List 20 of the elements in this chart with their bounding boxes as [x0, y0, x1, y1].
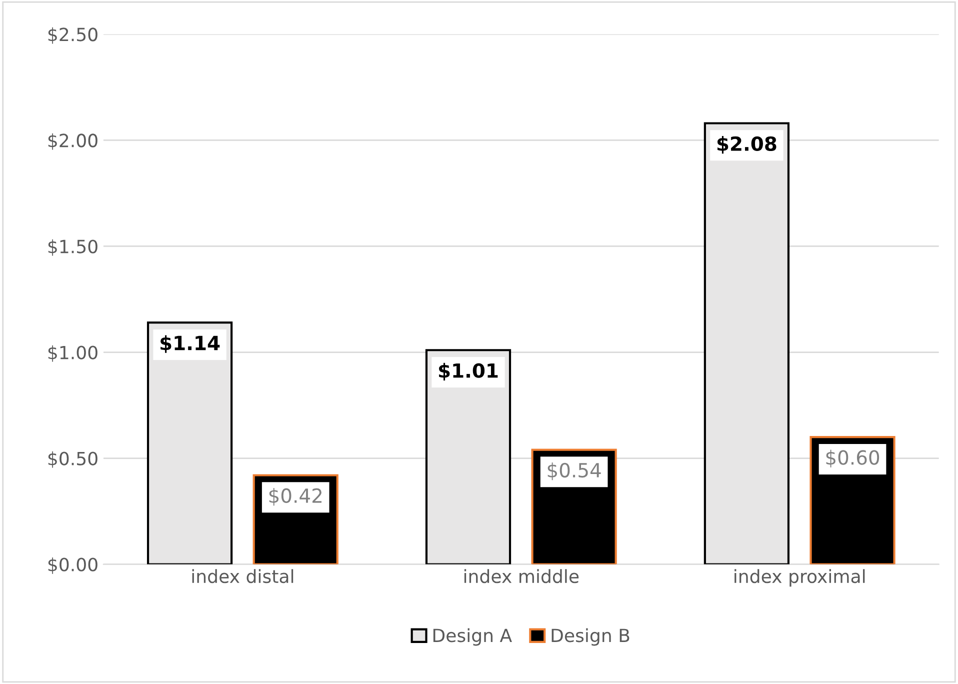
y-tick-label: $0.00 — [48, 557, 98, 574]
data-label: $0.54 — [548, 462, 601, 480]
bar — [146, 322, 233, 564]
y-tick-label: $1.00 — [48, 345, 98, 362]
data-label: $1.14 — [160, 335, 220, 353]
y-tick-label: $1.50 — [48, 239, 98, 256]
bar — [704, 122, 790, 564]
x-tick-label: index distal — [192, 569, 294, 584]
data-label: $0.42 — [269, 488, 322, 506]
data-label: $1.01 — [439, 362, 498, 380]
legend-label: Design B — [552, 628, 630, 646]
data-label: $0.60 — [826, 450, 880, 468]
y-tick-label: $0.50 — [48, 451, 98, 468]
legend-label: Design A — [433, 628, 512, 646]
bar — [425, 349, 512, 564]
data-label: $2.08 — [717, 136, 776, 154]
y-tick-label: $2.50 — [48, 27, 98, 44]
x-tick-label: index middle — [464, 569, 579, 584]
x-tick-label: index proximal — [734, 569, 865, 587]
y-tick-label: $2.00 — [48, 133, 98, 150]
